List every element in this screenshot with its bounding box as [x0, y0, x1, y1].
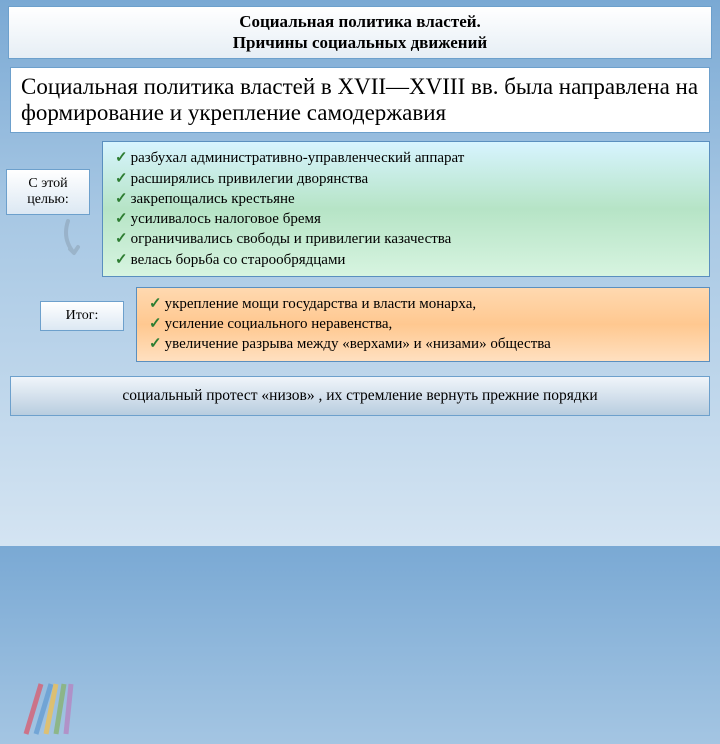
- result-row: Итог: укрепление мощи государства и влас…: [0, 287, 720, 362]
- list-item: велась борьба со старообрядцами: [115, 250, 699, 270]
- goal-row: С этой целью: разбухал административно-у…: [0, 141, 720, 277]
- list-item: ограничивались свободы и привилегии каза…: [115, 229, 699, 249]
- list-item: укрепление мощи государства и власти мон…: [149, 294, 699, 314]
- curved-arrow-icon: [60, 219, 90, 259]
- list-item: закрепощались крестьяне: [115, 189, 699, 209]
- pencils-decoration-icon: [16, 679, 86, 739]
- list-item: увеличение разрыва между «верхами» и «ни…: [149, 334, 699, 354]
- result-label: Итог:: [40, 301, 124, 331]
- intro-text: Социальная политика властей в XVII—XVIII…: [10, 67, 710, 134]
- title-line-1: Социальная политика властей.: [17, 11, 703, 32]
- title-line-2: Причины социальных движений: [17, 32, 703, 53]
- list-item: усиливалось налоговое бремя: [115, 209, 699, 229]
- result-list: укрепление мощи государства и власти мон…: [136, 287, 710, 362]
- goal-list: разбухал административно-управленческий …: [102, 141, 710, 277]
- list-item: разбухал административно-управленческий …: [115, 148, 699, 168]
- protest-text: социальный протест «низов» , их стремлен…: [10, 376, 710, 416]
- list-item: расширялись привилегии дворянства: [115, 169, 699, 189]
- list-item: усиление социального неравенства,: [149, 314, 699, 334]
- goal-label: С этой целью:: [6, 169, 90, 215]
- slide-title: Социальная политика властей. Причины соц…: [8, 6, 712, 59]
